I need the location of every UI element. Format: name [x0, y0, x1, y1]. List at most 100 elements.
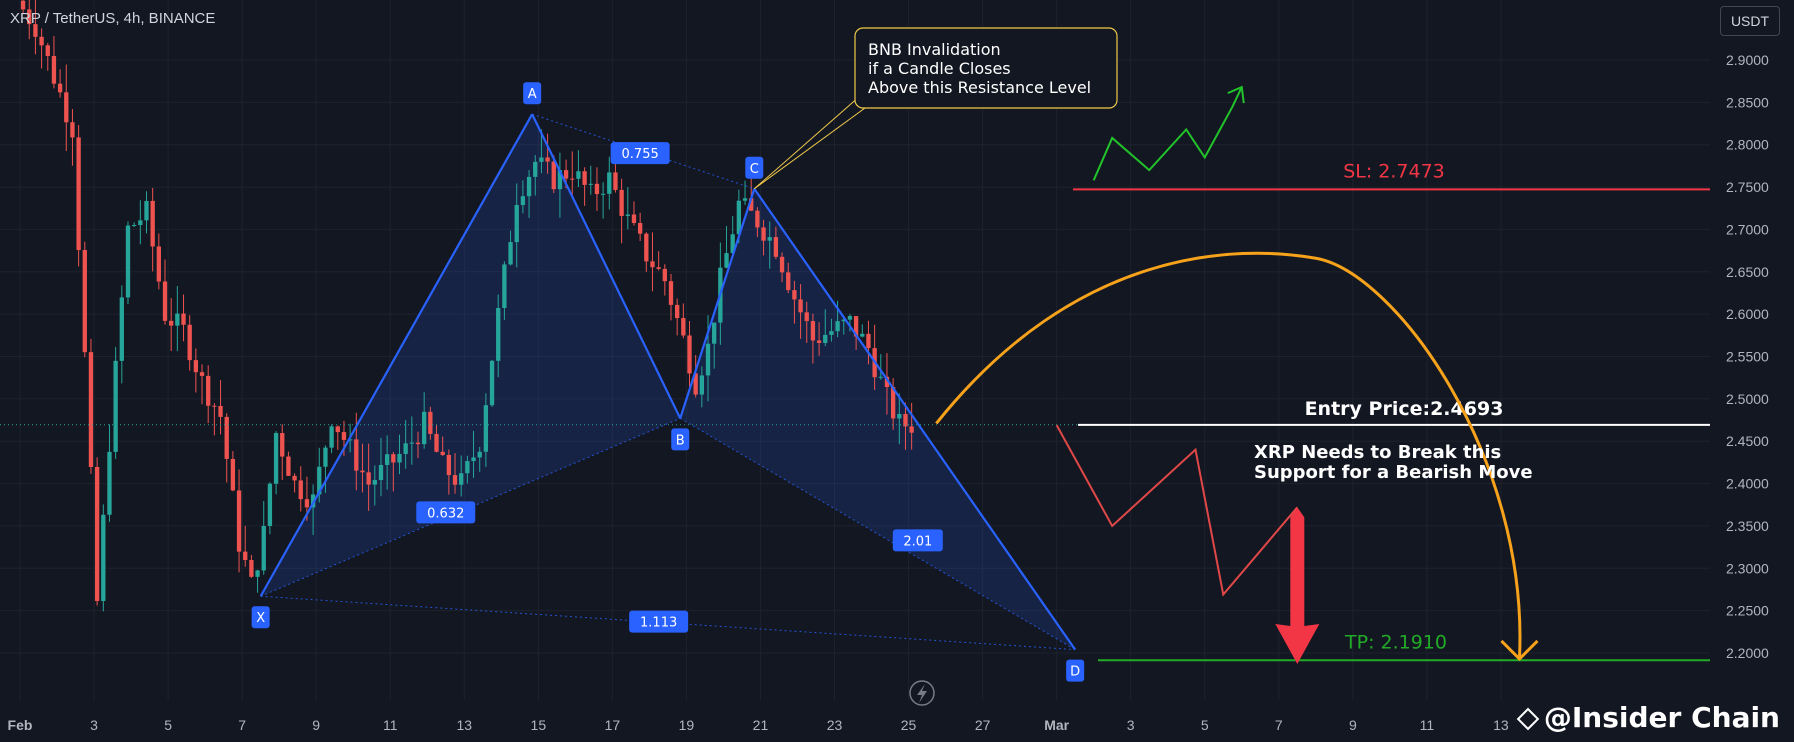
candle-body [588, 183, 593, 185]
candle-body [508, 242, 513, 265]
candle-body [514, 205, 519, 243]
pattern-leg-BC[interactable] [679, 188, 756, 419]
candle-body [138, 220, 143, 226]
candle-body [261, 525, 266, 571]
candle-body [224, 416, 229, 459]
candle-body [866, 333, 871, 349]
candle-body [323, 447, 328, 467]
candle-body [909, 426, 914, 433]
x-tick-label: 17 [605, 717, 621, 733]
candle-body [119, 297, 124, 361]
candle-body [39, 36, 44, 46]
candle-body [736, 200, 742, 235]
pivot-label-A: A [528, 87, 537, 102]
y-tick-label: 2.8000 [1726, 137, 1769, 153]
candle-body [51, 55, 57, 84]
candle-body [767, 237, 772, 241]
candle-body [434, 433, 439, 452]
candle-body [705, 343, 711, 376]
candle-body [742, 198, 748, 201]
candle-body [526, 176, 532, 197]
replay-lightning-icon[interactable] [909, 680, 935, 706]
candle-body [687, 335, 692, 374]
candle-body [273, 433, 279, 484]
candle-body [243, 551, 248, 560]
candle-body [162, 281, 168, 321]
candle-body [699, 375, 705, 395]
candle-body [298, 480, 303, 500]
candle-body [422, 411, 427, 445]
harmonic-pattern[interactable]: X A B C D 0.755 0.632 2.01 1.113 [251, 82, 1085, 682]
callout-pointer-2 [753, 99, 877, 190]
candle-body [724, 253, 729, 268]
bearish-arrow [1275, 507, 1320, 665]
x-tick-label: 27 [975, 717, 991, 733]
bearish-path [1055, 424, 1299, 597]
candle-body [656, 267, 661, 269]
candle-body [428, 411, 433, 434]
candle-body [619, 189, 624, 216]
candle-body [650, 261, 655, 268]
candle-body [378, 464, 384, 481]
pattern-leg-AB[interactable] [531, 113, 682, 419]
candle-body [539, 157, 544, 162]
annotations[interactable]: BNB Invalidation if a Candle ClosesAbove… [753, 27, 1533, 706]
candle-body [101, 514, 106, 601]
y-tick-label: 2.7500 [1726, 179, 1769, 195]
candle-body [366, 472, 371, 485]
pivot-badge-D[interactable] [1066, 659, 1085, 682]
candle-body [582, 171, 587, 185]
ratio-badge[interactable] [610, 142, 670, 165]
x-tick-label: 7 [238, 717, 246, 733]
pattern-leg-XA[interactable] [259, 113, 534, 597]
level-label-tp: TP: 2.1910 [1344, 631, 1447, 653]
candle-body [563, 170, 569, 179]
candle-body [600, 193, 606, 195]
level-label-entry: Entry Price:2.4693 [1305, 398, 1504, 420]
ratio-badge[interactable] [892, 529, 943, 552]
y-tick-label: 2.6000 [1726, 306, 1769, 322]
pivot-badge-A[interactable] [523, 82, 542, 105]
pivot-badge-C[interactable] [745, 156, 764, 179]
candle-body [897, 413, 902, 419]
projection-paths [935, 85, 1539, 665]
pivot-label-C: C [750, 162, 759, 177]
pattern-ratio-line-BD [679, 417, 1076, 651]
x-tick-label: 11 [383, 717, 398, 733]
candle-body [347, 439, 353, 441]
candle-body [64, 92, 69, 123]
candle-body [804, 312, 809, 322]
pivot-badge-B[interactable] [671, 428, 690, 451]
y-tick-label: 2.7000 [1726, 221, 1769, 237]
x-tick-label: Mar [1044, 717, 1069, 733]
candle-body [625, 214, 630, 216]
ratio-label: 2.01 [903, 534, 932, 549]
candle-body [76, 137, 81, 251]
x-tick-label: 25 [901, 717, 917, 733]
x-tick-label: 15 [531, 717, 547, 733]
pattern-leg-CD[interactable] [753, 188, 1077, 651]
currency-selector[interactable]: USDT [1720, 6, 1780, 36]
ratio-badge[interactable] [629, 610, 689, 633]
x-tick-label: 7 [1275, 717, 1283, 733]
candle-body [477, 451, 482, 458]
candle-body [557, 170, 563, 190]
candle-body [903, 413, 908, 427]
invalidation-callout[interactable] [854, 27, 1118, 109]
candle-body [446, 454, 452, 476]
candle-body [94, 466, 100, 601]
watermark-text: @Insider Chain [1543, 701, 1780, 734]
callout-line: if a Candle Closes [868, 59, 1011, 78]
candle-body [255, 570, 260, 577]
candle-body [341, 432, 347, 440]
candle-body [823, 334, 828, 343]
ratio-badge[interactable] [416, 501, 476, 524]
callout-line: Above this Resistance Level [868, 78, 1091, 97]
symbol-title: XRP / TetherUS, 4h, BINANCE [10, 10, 216, 27]
candlestick-series [20, 0, 914, 612]
candle-body [545, 157, 550, 162]
candle-body [816, 340, 822, 343]
pivot-badge-X[interactable] [251, 606, 270, 629]
y-tick-label: 2.4000 [1726, 476, 1769, 492]
